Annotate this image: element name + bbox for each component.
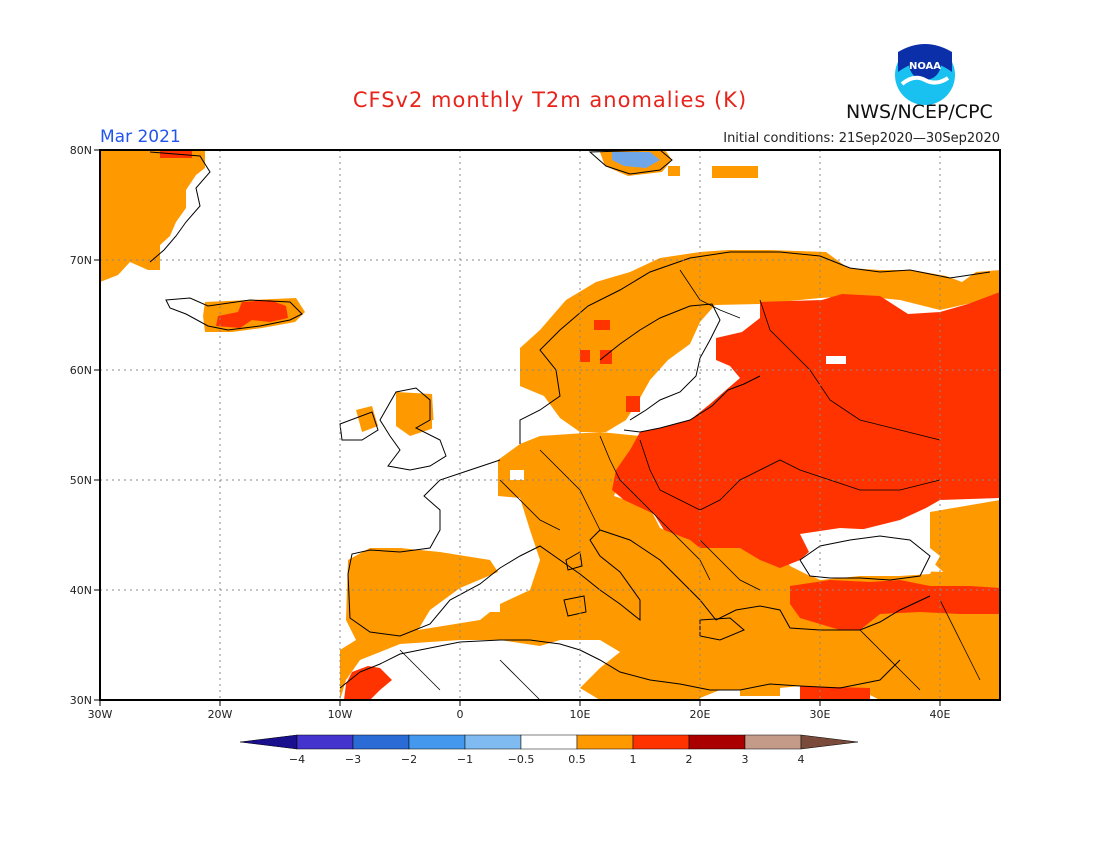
lon-label: 30E [810, 708, 831, 721]
logo-text: NOAA [909, 61, 941, 72]
colorbar-tick-label: 3 [742, 753, 749, 766]
lon-label: 10W [328, 708, 353, 721]
anomaly-field-negative [612, 152, 660, 168]
colorbar-swatch [744, 734, 802, 750]
colorbar-swatch [688, 734, 746, 750]
colorbar-swatch [520, 734, 578, 750]
lon-label: 0 [457, 708, 464, 721]
lat-label: 60N [70, 364, 92, 377]
lon-label: 40E [930, 708, 951, 721]
coastlines [149, 149, 991, 691]
organization-label: NWS/NCEP/CPC [846, 101, 993, 123]
lon-label: 20W [208, 708, 233, 721]
lon-label: 30W [88, 708, 113, 721]
colorbar-tick-label: −0.5 [508, 753, 535, 766]
colorbar-labels: −4 −3 −2 −1 −0.5 0.5 1 2 3 4 [289, 753, 805, 766]
lat-label: 70N [70, 254, 92, 267]
colorbar-tick-label: 4 [798, 753, 805, 766]
colorbar-tick-label: 2 [686, 753, 693, 766]
anomaly-field-light [100, 150, 1000, 700]
map-frame [99, 149, 1001, 701]
lat-label: 50N [70, 474, 92, 487]
colorbar-swatch [464, 734, 522, 750]
colorbar-swatch [352, 734, 410, 750]
noaa-logo: NOAA [895, 44, 955, 105]
anomaly-field-strong [160, 150, 1000, 700]
initial-conditions: Initial conditions: 21Sep2020—30Sep2020 [723, 131, 1000, 146]
gridlines [100, 150, 1000, 700]
country-borders [399, 269, 981, 701]
colorbar [239, 734, 859, 750]
colorbar-swatch [296, 734, 354, 750]
colorbar-tick-label: 0.5 [568, 753, 586, 766]
lat-label: 40N [70, 584, 92, 597]
axis-ticks [94, 149, 941, 706]
colorbar-swatch [408, 734, 466, 750]
colorbar-tick-label: −1 [457, 753, 473, 766]
lat-label: 30N [70, 694, 92, 707]
lat-label: 80N [70, 144, 92, 157]
latitude-labels: 80N 70N 60N 50N 40N 30N [70, 144, 92, 707]
lon-label: 10E [570, 708, 591, 721]
colorbar-arrow-high [800, 734, 859, 750]
lon-label: 20E [690, 708, 711, 721]
forecast-month: Mar 2021 [100, 127, 181, 147]
colorbar-swatch [632, 734, 690, 750]
colorbar-tick-label: −4 [289, 753, 305, 766]
colorbar-tick-label: 1 [630, 753, 637, 766]
colorbar-swatch [576, 734, 634, 750]
colorbar-tick-label: −3 [345, 753, 361, 766]
colorbar-arrow-low [239, 734, 298, 750]
colorbar-tick-label: −2 [401, 753, 417, 766]
longitude-labels: 30W 20W 10W 0 10E 20E 30E 40E [88, 708, 951, 721]
chart-title: CFSv2 monthly T2m anomalies (K) [352, 88, 748, 112]
